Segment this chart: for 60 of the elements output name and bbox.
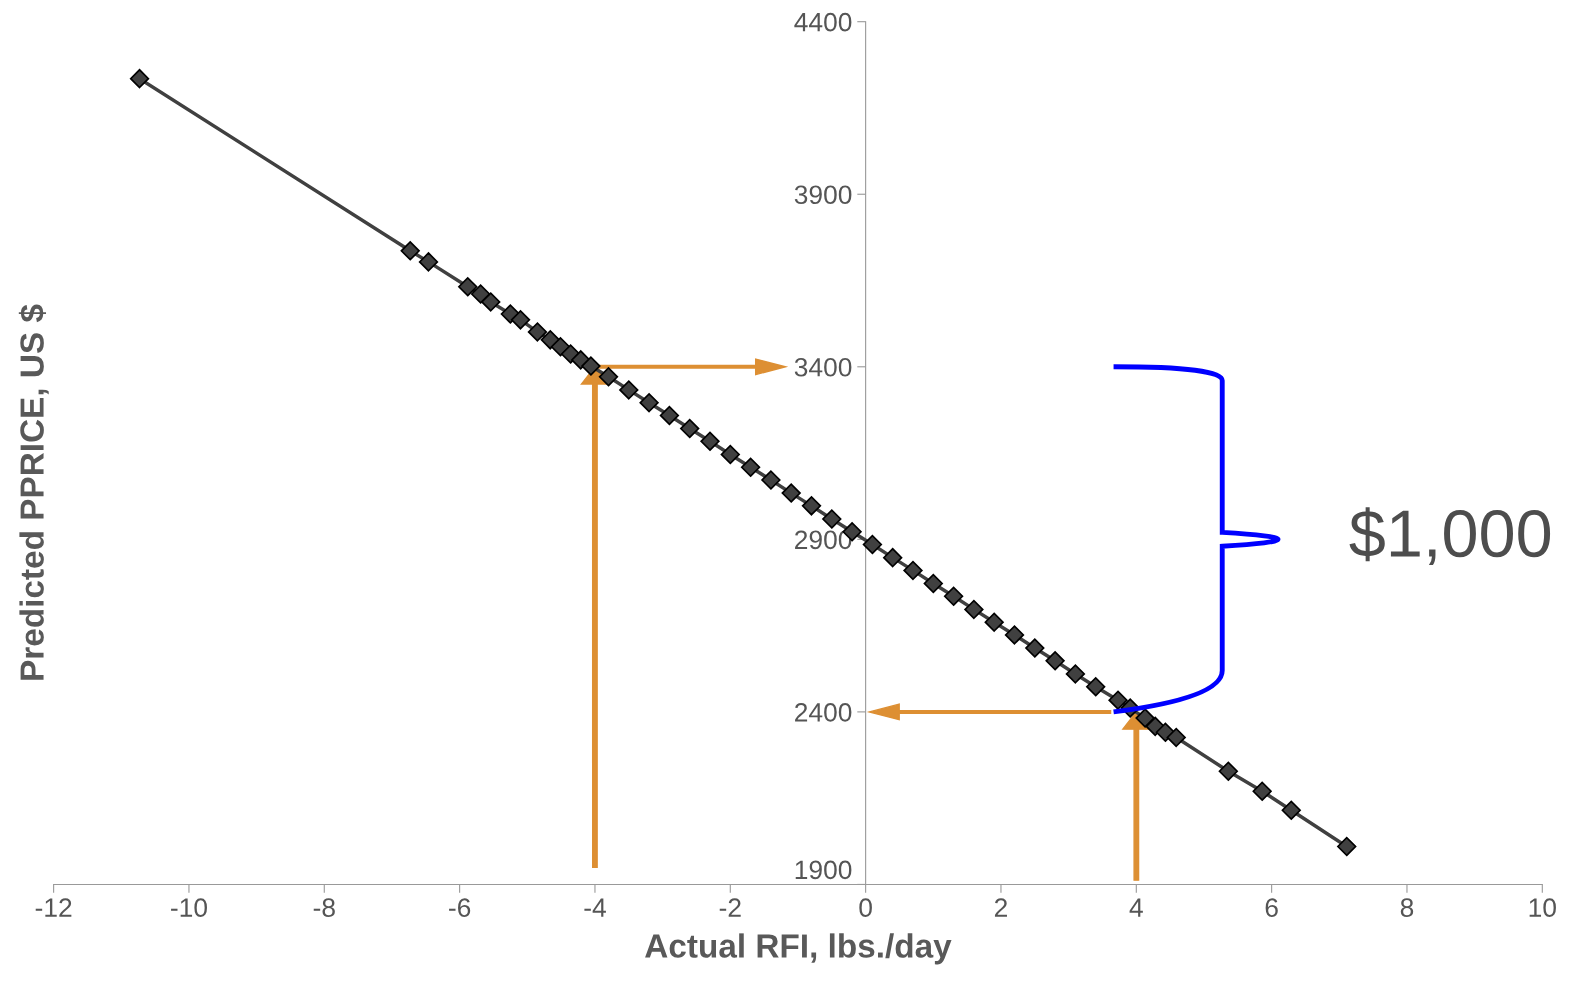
y-tick-label: 3400 <box>794 357 852 377</box>
x-axis-title: Actual RFI, lbs./day <box>645 933 952 965</box>
point <box>700 431 720 452</box>
point <box>984 612 1004 632</box>
point <box>1337 836 1357 857</box>
point <box>1281 800 1301 820</box>
point <box>1166 727 1186 748</box>
x-tick-label: 10 <box>1529 898 1556 918</box>
y-tick-label: 2400 <box>795 703 852 722</box>
point <box>581 356 601 376</box>
point <box>720 444 740 465</box>
point <box>1218 761 1239 781</box>
y-axis-title: Predicted PPRICE, US $ <box>18 304 49 680</box>
annotation: $1,000 <box>1349 507 1551 566</box>
x-tick-label: 0 <box>859 898 872 918</box>
point <box>659 405 680 426</box>
point <box>801 496 822 516</box>
point <box>1135 708 1155 728</box>
point <box>923 573 943 594</box>
point <box>943 586 964 606</box>
point <box>862 534 883 555</box>
point <box>680 418 700 439</box>
point <box>510 310 531 330</box>
point <box>883 547 903 568</box>
point <box>619 380 639 400</box>
x-tick-label: -4 <box>584 898 606 917</box>
x-tick-label: 6 <box>1265 898 1278 918</box>
point <box>781 483 801 503</box>
point <box>964 599 984 620</box>
x-tick-label: 2 <box>994 898 1007 917</box>
point <box>418 252 439 272</box>
point <box>527 322 548 342</box>
point <box>761 470 781 490</box>
x-tick-label: -10 <box>171 898 207 918</box>
point <box>1086 677 1106 697</box>
x-tick-label: -2 <box>719 898 741 917</box>
point <box>458 277 478 297</box>
x-tick-label: -12 <box>35 898 72 917</box>
x-tick-label: 8 <box>1400 898 1414 918</box>
x-tick-label: 4 <box>1129 898 1143 917</box>
point <box>1045 651 1065 671</box>
y-tick-label: 1900 <box>795 860 852 880</box>
y-tick-label: 4400 <box>794 12 852 32</box>
point <box>822 509 842 529</box>
point <box>903 560 923 581</box>
point <box>1025 638 1045 658</box>
point <box>1252 781 1272 801</box>
point <box>470 284 491 304</box>
point <box>1108 690 1128 710</box>
point <box>1004 625 1025 645</box>
point <box>481 292 501 312</box>
point <box>639 393 659 413</box>
point <box>400 241 420 261</box>
point <box>129 68 150 89</box>
x-tick-label: -6 <box>449 898 471 918</box>
point <box>598 367 619 387</box>
point <box>1065 664 1086 684</box>
x-tick-label: -8 <box>313 898 335 918</box>
point <box>740 457 761 477</box>
y-tick-label: 3900 <box>794 185 852 205</box>
